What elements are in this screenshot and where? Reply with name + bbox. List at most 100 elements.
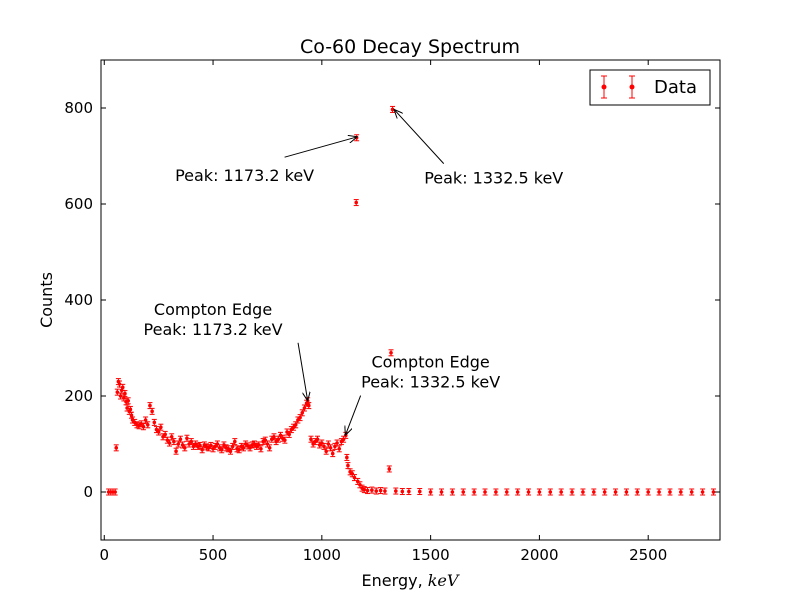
data-point xyxy=(417,488,423,496)
x-tick-label: 500 xyxy=(199,546,228,564)
data-point xyxy=(373,487,379,495)
data-point xyxy=(125,397,131,405)
data-point xyxy=(482,488,488,496)
data-point xyxy=(219,446,225,454)
data-point xyxy=(393,487,399,495)
data-point xyxy=(286,430,292,438)
annotation: Peak: 1332.5 keV xyxy=(394,109,563,188)
data-point xyxy=(232,438,238,446)
data-point xyxy=(330,450,336,458)
data-point xyxy=(378,487,384,495)
data-point xyxy=(536,488,542,496)
data-point xyxy=(113,444,119,452)
data-point xyxy=(182,444,188,452)
y-axis-label: Counts xyxy=(37,272,56,328)
data-point xyxy=(569,488,575,496)
data-point xyxy=(623,488,629,496)
data-point xyxy=(258,445,264,453)
data-point xyxy=(428,488,434,496)
data-point xyxy=(369,486,375,494)
data-point xyxy=(493,488,499,496)
data-point xyxy=(269,435,275,443)
x-tick-label: 2000 xyxy=(520,546,558,564)
annotation: Compton Edge Peak: 1332.5 keV xyxy=(345,353,500,436)
data-point xyxy=(700,488,706,496)
data-point xyxy=(199,446,205,454)
data-point xyxy=(145,421,151,429)
data-point xyxy=(439,488,445,496)
data-point xyxy=(210,445,216,453)
data-point xyxy=(149,407,155,415)
y-tick-label: 200 xyxy=(64,387,93,405)
data-point xyxy=(323,447,329,455)
data-point xyxy=(580,488,586,496)
data-point xyxy=(613,488,619,496)
annotation-text: Peak: 1332.5 keV xyxy=(424,169,563,188)
data-point xyxy=(230,442,236,450)
data-point xyxy=(271,433,277,441)
data-point xyxy=(317,441,323,449)
data-point xyxy=(112,488,118,496)
data-point xyxy=(710,488,716,496)
x-axis-label-unit: keV xyxy=(428,571,460,590)
data-point xyxy=(504,488,510,496)
data-point xyxy=(171,438,177,446)
data-point xyxy=(128,411,134,419)
data-point xyxy=(689,488,695,496)
data-point xyxy=(306,402,312,410)
data-point xyxy=(365,487,371,495)
data-point xyxy=(173,447,179,455)
annotation-text: Peak: 1332.5 keV xyxy=(361,373,500,392)
data-point xyxy=(114,388,120,396)
data-point xyxy=(188,438,194,446)
annotations: Peak: 1173.2 keV Peak: 1332.5 keVCompton … xyxy=(144,109,563,436)
chart-title: Co-60 Decay Spectrum xyxy=(300,36,520,58)
data-point xyxy=(116,380,122,388)
annotation: Compton Edge Peak: 1173.2 keV xyxy=(144,300,308,401)
annotation-arrow xyxy=(394,109,445,164)
legend-box xyxy=(589,69,711,106)
plot-frame xyxy=(101,60,720,540)
legend-point xyxy=(601,75,607,99)
data-point xyxy=(460,488,466,496)
annotation-text: Compton Edge xyxy=(154,300,272,319)
data-point xyxy=(140,423,146,431)
data-point xyxy=(351,474,357,482)
data-point xyxy=(526,488,532,496)
y-tick-label: 800 xyxy=(64,99,93,117)
annotation: Peak: 1173.2 keV xyxy=(175,137,357,185)
x-tick-label: 1000 xyxy=(303,546,341,564)
y-axis: 0 200 400 600 800 xyxy=(64,99,720,501)
data-point xyxy=(297,414,303,422)
data-point xyxy=(143,416,149,424)
x-axis-label: Energy, keV xyxy=(362,571,460,590)
data-point xyxy=(678,488,684,496)
data-point xyxy=(190,442,196,450)
data-point xyxy=(336,445,342,453)
annotation-text: Peak: 1173.2 keV xyxy=(144,320,283,339)
y-tick-label: 0 xyxy=(83,483,93,501)
annotation-arrow xyxy=(297,342,308,401)
data-point xyxy=(151,418,157,426)
data-point xyxy=(341,435,347,443)
annotation-arrow xyxy=(345,395,362,436)
data-point xyxy=(353,199,359,207)
data-points xyxy=(106,105,716,496)
data-point xyxy=(602,488,608,496)
legend-label: Data xyxy=(654,77,697,98)
data-point xyxy=(193,440,199,448)
data-point xyxy=(558,488,564,496)
y-tick-label: 600 xyxy=(64,195,93,213)
data-point xyxy=(634,488,640,496)
data-point xyxy=(449,488,455,496)
data-point xyxy=(158,423,164,431)
x-axis: 0 500 1000 1500 2000 2500 xyxy=(99,60,667,564)
data-point xyxy=(591,488,597,496)
annotation-text: Compton Edge xyxy=(371,353,489,372)
data-point xyxy=(471,488,477,496)
y-tick-label: 400 xyxy=(64,291,93,309)
data-point xyxy=(308,435,314,443)
data-point xyxy=(667,488,673,496)
data-point xyxy=(382,487,388,495)
